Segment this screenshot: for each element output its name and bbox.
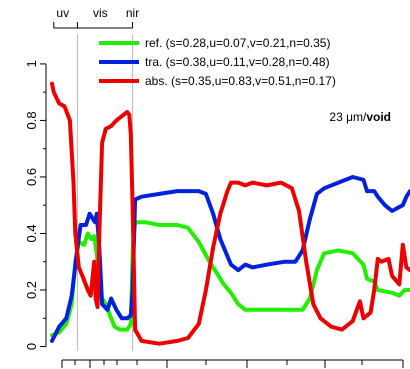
band-label-uv: uv bbox=[56, 6, 69, 20]
band-labels: uv vis nir bbox=[53, 6, 139, 29]
y-tick-label: 0.4 bbox=[24, 224, 39, 242]
series-layer bbox=[50, 81, 410, 346]
annotation-bold: void bbox=[366, 110, 391, 124]
y-tick-label: 0.2 bbox=[24, 281, 39, 299]
band-label-vis: vis bbox=[93, 6, 108, 20]
annotation-prefix: 23 μm/ bbox=[329, 110, 367, 124]
band-label-nir: nir bbox=[126, 6, 139, 20]
y-tick-label: 0.8 bbox=[24, 111, 39, 129]
y-tick-label: 0.6 bbox=[24, 168, 39, 186]
series-line-ref bbox=[50, 220, 410, 338]
series-line-tra bbox=[50, 175, 410, 343]
legend-label-abs: abs. (s=0.35,u=0.83,v=0.51,n=0.17) bbox=[145, 74, 336, 88]
series-line-abs bbox=[50, 81, 410, 346]
y-tick-label: 0 bbox=[24, 343, 39, 350]
legend: ref. (s=0.28,u=0.07,v=0.21,n=0.35) tra. (… bbox=[99, 36, 336, 88]
legend-label-ref: ref. (s=0.28,u=0.07,v=0.21,n=0.35) bbox=[145, 36, 330, 50]
annotation: 23 μm/void bbox=[329, 110, 391, 124]
annotation-label: 23 μm/void bbox=[329, 110, 391, 124]
y-tick-label: 1 bbox=[24, 60, 39, 67]
legend-label-tra: tra. (s=0.38,u=0.11,v=0.28,n=0.48) bbox=[145, 55, 330, 69]
axes-layer: 0 0.2 0.4 0.6 0.8 1 bbox=[24, 60, 404, 368]
